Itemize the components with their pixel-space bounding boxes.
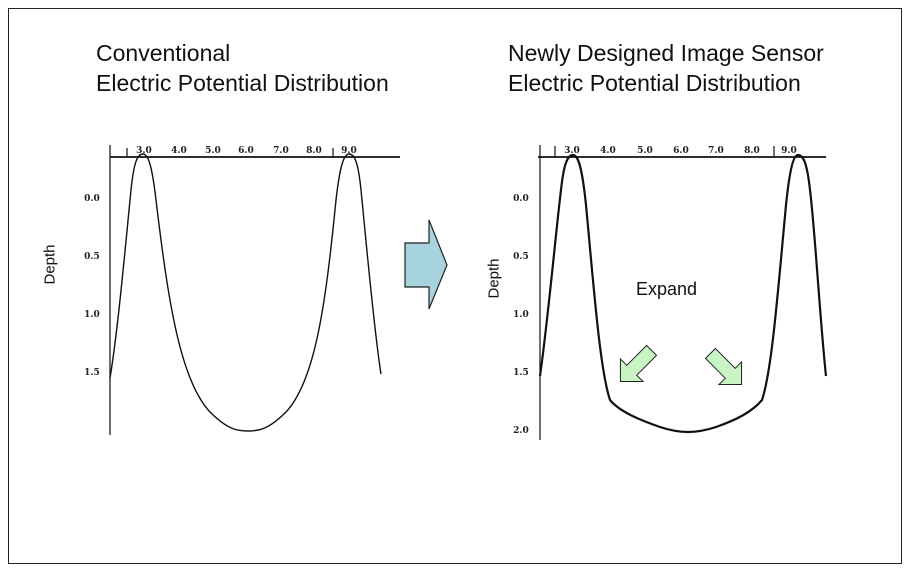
right-arrow-icon — [404, 219, 448, 310]
right-title-line2: Electric Potential Distribution — [508, 70, 801, 96]
right-y-tick-label: 1.5 — [513, 368, 529, 378]
right-x-tick-label: 3.0 — [564, 146, 580, 156]
expand-annotation: Expand — [636, 279, 698, 299]
right-x-tick-label: 9.0 — [781, 146, 797, 156]
left-x-tick-label: 6.0 — [238, 146, 254, 156]
left-x-tick-label: 4.0 — [171, 146, 187, 156]
left-x-tick-label: 3.0 — [136, 146, 152, 156]
right-x-tick-label: 7.0 — [708, 146, 724, 156]
right-title-line1: Newly Designed Image Sensor — [508, 40, 824, 66]
right-plot: 3.0 4.0 5.0 6.0 7.0 8.0 9.0 0.0 0.5 1.0 … — [513, 145, 828, 440]
right-y-tick-label: 0.0 — [513, 194, 529, 204]
left-x-tick-label: 7.0 — [273, 146, 289, 156]
left-y-tick-label: 0.0 — [84, 194, 100, 204]
right-x-tick-label: 5.0 — [637, 146, 653, 156]
right-x-tick-label: 8.0 — [744, 146, 760, 156]
left-title-line1: Conventional — [96, 40, 231, 66]
down-right-arrow-icon — [704, 347, 743, 386]
slide-frame — [8, 8, 902, 564]
left-title-line2: Electric Potential Distribution — [96, 70, 389, 96]
right-y-tick-label: 0.5 — [513, 252, 529, 262]
left-y-tick-label: 1.0 — [84, 310, 100, 320]
right-x-tick-label: 6.0 — [673, 146, 689, 156]
left-plot: 3.0 4.0 5.0 6.0 7.0 8.0 9.0 0.0 0.5 1.0 … — [84, 145, 400, 435]
right-potential-curve — [538, 153, 828, 434]
right-y-tick-label: 1.0 — [513, 310, 529, 320]
left-title: Conventional Electric Potential Distribu… — [96, 38, 389, 98]
left-potential-curve — [109, 153, 382, 432]
right-x-tick-label: 4.0 — [600, 146, 616, 156]
left-x-tick-label: 9.0 — [341, 146, 357, 156]
right-title: Newly Designed Image Sensor Electric Pot… — [508, 38, 824, 98]
down-left-arrow-icon — [619, 344, 658, 383]
left-x-tick-label: 5.0 — [205, 146, 221, 156]
right-y-tick-label: 2.0 — [513, 426, 529, 436]
left-y-tick-label: 1.5 — [84, 368, 100, 378]
left-y-tick-label: 0.5 — [84, 252, 100, 262]
left-x-tick-label: 8.0 — [306, 146, 322, 156]
